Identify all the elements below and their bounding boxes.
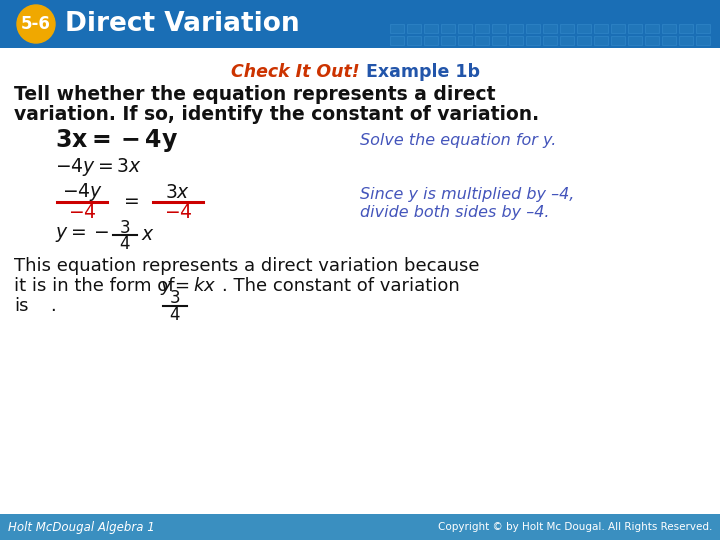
Text: $-4$: $-4$: [163, 202, 192, 221]
Text: Since y is multiplied by –4,: Since y is multiplied by –4,: [360, 186, 575, 201]
Text: $-4y = 3x$: $-4y = 3x$: [55, 156, 142, 178]
Bar: [475, 24, 489, 33]
Bar: [0, 514, 720, 540]
Text: variation. If so, identify the constant of variation.: variation. If so, identify the constant …: [14, 105, 539, 125]
Bar: [526, 36, 540, 45]
Text: Check It Out!: Check It Out!: [231, 63, 360, 81]
Bar: [526, 24, 540, 33]
Bar: [543, 36, 557, 45]
Bar: [611, 24, 625, 33]
Bar: [662, 36, 676, 45]
Bar: [577, 24, 591, 33]
Bar: [662, 24, 676, 33]
Text: $3x$: $3x$: [166, 183, 191, 201]
Text: $y = -$: $y = -$: [55, 226, 109, 245]
Bar: [628, 36, 642, 45]
Text: $-4$: $-4$: [68, 202, 96, 221]
Text: $4$: $4$: [120, 235, 131, 253]
Bar: [390, 24, 404, 33]
Text: $3$: $3$: [169, 289, 181, 307]
Text: divide both sides by –4.: divide both sides by –4.: [360, 205, 549, 219]
Text: $=$: $=$: [120, 191, 140, 210]
Text: $4$: $4$: [169, 306, 181, 324]
Bar: [543, 24, 557, 33]
Bar: [424, 36, 438, 45]
Bar: [441, 24, 455, 33]
Bar: [645, 24, 659, 33]
Bar: [594, 36, 608, 45]
Text: 5-6: 5-6: [21, 15, 51, 33]
Text: $3$: $3$: [120, 219, 130, 237]
Bar: [594, 24, 608, 33]
Text: is: is: [14, 297, 29, 315]
Bar: [577, 36, 591, 45]
Text: Tell whether the equation represents a direct: Tell whether the equation represents a d…: [14, 84, 495, 104]
Bar: [509, 24, 523, 33]
Bar: [492, 36, 506, 45]
Text: Direct Variation: Direct Variation: [65, 11, 300, 37]
Text: $-4y$: $-4y$: [61, 181, 102, 203]
Bar: [407, 24, 421, 33]
Text: Solve the equation for y.: Solve the equation for y.: [360, 132, 557, 147]
Circle shape: [17, 5, 55, 43]
Text: This equation represents a direct variation because: This equation represents a direct variat…: [14, 257, 480, 275]
Bar: [458, 36, 472, 45]
Bar: [645, 36, 659, 45]
Bar: [560, 24, 574, 33]
Bar: [628, 24, 642, 33]
Bar: [441, 36, 455, 45]
Bar: [679, 24, 693, 33]
Text: . The constant of variation: . The constant of variation: [222, 277, 460, 295]
Text: $y = kx$: $y = kx$: [160, 275, 217, 297]
Text: Example 1b: Example 1b: [360, 63, 480, 81]
Bar: [492, 24, 506, 33]
Bar: [696, 24, 710, 33]
Bar: [679, 36, 693, 45]
Text: it is in the form of: it is in the form of: [14, 277, 180, 295]
Bar: [611, 36, 625, 45]
Text: .: .: [50, 297, 55, 315]
Bar: [407, 36, 421, 45]
Text: $x$: $x$: [141, 226, 155, 245]
Bar: [696, 36, 710, 45]
Text: Copyright © by Holt Mc Dougal. All Rights Reserved.: Copyright © by Holt Mc Dougal. All Right…: [438, 522, 712, 532]
Bar: [475, 36, 489, 45]
Bar: [0, 48, 720, 514]
Text: Holt McDougal Algebra 1: Holt McDougal Algebra 1: [8, 521, 155, 534]
Bar: [0, 0, 720, 48]
Bar: [458, 24, 472, 33]
Bar: [390, 36, 404, 45]
Bar: [424, 24, 438, 33]
Bar: [560, 36, 574, 45]
Text: $\mathbf{3x = -4y}$: $\mathbf{3x = -4y}$: [55, 126, 178, 153]
Bar: [509, 36, 523, 45]
